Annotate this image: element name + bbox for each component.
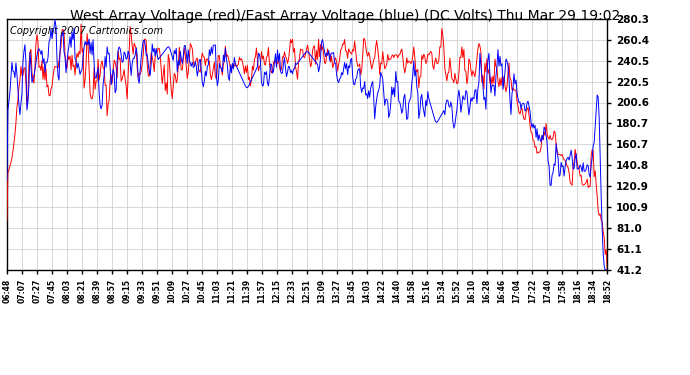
Text: Copyright 2007 Cartronics.com: Copyright 2007 Cartronics.com bbox=[10, 26, 163, 36]
Text: West Array Voltage (red)/East Array Voltage (blue) (DC Volts) Thu Mar 29 19:02: West Array Voltage (red)/East Array Volt… bbox=[70, 9, 620, 23]
